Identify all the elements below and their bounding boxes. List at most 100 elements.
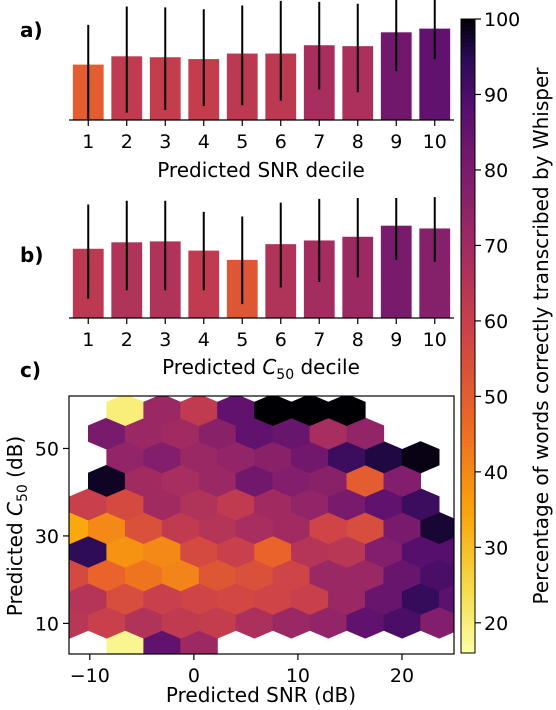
panel-c-x-tick-label: 0	[188, 665, 200, 687]
colorbar-strip	[461, 308, 475, 313]
colorbar-strip	[461, 498, 475, 504]
colorbar-strip	[461, 431, 475, 436]
colorbar-strip	[461, 102, 475, 107]
colorbar-strip	[461, 225, 475, 230]
colorbar-strip	[461, 613, 475, 618]
colorbar-strip	[461, 114, 475, 119]
colorbar-strip	[461, 22, 475, 28]
colorbar-strip	[461, 284, 475, 290]
panel-c-x-tick-label: 10	[286, 665, 310, 687]
colorbar-frame	[460, 18, 476, 654]
colorbar-strip	[461, 157, 475, 163]
colorbar-gradient	[461, 19, 475, 654]
colorbar-strip	[461, 98, 475, 103]
colorbar-strip	[461, 328, 475, 333]
colorbar-strip	[461, 118, 475, 123]
colorbar-strip	[461, 185, 475, 190]
colorbar-strip	[461, 391, 475, 397]
colorbar-strip	[461, 506, 475, 511]
panel-b-x-label-suffix: decile	[294, 355, 360, 379]
panel-b-x-tick-label: 2	[121, 329, 133, 351]
colorbar-strip	[461, 58, 475, 64]
colorbar-strip	[461, 272, 475, 278]
colorbar-strip	[461, 403, 475, 408]
colorbar-strip	[461, 240, 475, 246]
colorbar-strip	[461, 232, 475, 238]
panel-a-bar-chart: a) 1 2 3 4 5 6 7 8 9 10 Predicted SNR decile	[20, 0, 454, 182]
panel-c-y-tick-label: 50	[35, 438, 59, 460]
colorbar-tick-label: 30	[484, 537, 508, 559]
colorbar-strip	[461, 165, 475, 171]
colorbar-strip	[461, 300, 475, 305]
colorbar-strip	[461, 153, 475, 159]
colorbar-strip	[461, 217, 475, 222]
panel-a-error-bars	[87, 0, 436, 120]
colorbar-tick-label: 60	[484, 311, 508, 333]
panel-a-x-tick-label: 3	[159, 131, 171, 153]
panel-c-y-tick-label: 30	[35, 526, 59, 548]
colorbar-tick-label: 20	[484, 613, 508, 635]
panel-a-x-tick-label: 5	[236, 131, 248, 153]
colorbar-strip	[461, 106, 475, 111]
colorbar-strip	[461, 363, 475, 369]
panel-b-x-tick-label: 9	[390, 329, 402, 351]
colorbar-strip	[461, 324, 475, 329]
colorbar-strip	[461, 19, 475, 24]
colorbar-strip	[461, 526, 475, 531]
colorbar-strip	[461, 482, 475, 488]
colorbar-tick-label: 80	[484, 160, 508, 182]
colorbar-strip	[461, 478, 475, 484]
colorbar-strip	[461, 66, 475, 72]
colorbar-strip	[461, 577, 475, 583]
colorbar-strip	[461, 213, 475, 218]
colorbar-strip	[461, 549, 475, 555]
colorbar-strip	[461, 561, 475, 567]
colorbar-strip	[461, 514, 475, 519]
colorbar-strip	[461, 74, 475, 80]
colorbar-strip	[461, 276, 475, 282]
colorbar-strip	[461, 30, 475, 36]
colorbar-strip	[461, 605, 475, 611]
colorbar-strip	[461, 621, 475, 626]
panel-b-x-tick-label: 5	[236, 329, 248, 351]
colorbar-strip	[461, 553, 475, 559]
colorbar-tick-label: 100	[484, 9, 520, 31]
panel-label-c: c)	[20, 358, 41, 382]
colorbar-strip	[461, 264, 475, 270]
colorbar-strip	[461, 42, 475, 48]
colorbar-strip	[461, 609, 475, 614]
colorbar-strip	[461, 415, 475, 420]
panel-c-x-label: Predicted SNR (dB)	[166, 683, 356, 707]
colorbar-strip	[461, 46, 475, 52]
colorbar-strip	[461, 522, 475, 527]
colorbar-strip	[461, 94, 475, 99]
colorbar-strip	[461, 252, 475, 258]
panel-a-x-tick-label: 4	[198, 131, 210, 153]
colorbar-strip	[461, 427, 475, 432]
colorbar-strip	[461, 474, 475, 480]
panel-a-x-tick-label: 9	[390, 131, 402, 153]
colorbar-strip	[461, 34, 475, 40]
colorbar-strip	[461, 637, 475, 642]
colorbar-strip	[461, 181, 475, 187]
colorbar-strip	[461, 304, 475, 309]
colorbar-tick-label: 90	[484, 84, 508, 106]
colorbar-strip	[461, 557, 475, 563]
colorbar-strip	[461, 86, 475, 91]
panel-c-y-label-subscript: 50	[15, 484, 31, 502]
colorbar-strip	[461, 141, 475, 147]
panel-a-x-tick-label: 8	[352, 131, 364, 153]
colorbar-strip	[461, 569, 475, 575]
colorbar-strip	[461, 442, 475, 448]
colorbar-strip	[461, 510, 475, 515]
colorbar-strip	[461, 629, 475, 634]
colorbar-strip	[461, 351, 475, 357]
panel-a-x-label: Predicted SNR decile	[157, 158, 365, 182]
colorbar-strip	[461, 122, 475, 127]
colorbar-strip	[461, 229, 475, 234]
panel-a-x-tick-label: 2	[121, 131, 133, 153]
colorbar-strip	[461, 435, 475, 440]
panel-b-x-tick-label: 4	[198, 329, 210, 351]
colorbar-strip	[461, 129, 475, 135]
panel-b-error-bars	[87, 197, 436, 305]
